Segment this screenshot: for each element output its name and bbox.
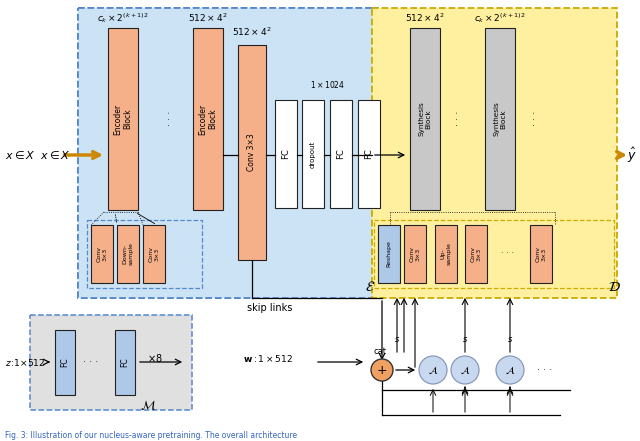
Text: · · ·: · · · [538,365,552,375]
Bar [530,225,552,283]
Circle shape [451,356,479,384]
Text: $\mathcal{A}$: $\mathcal{A}$ [460,364,470,376]
Text: Reshape: Reshape [387,240,392,267]
Bar [275,100,297,208]
Bar [410,28,440,210]
Bar [91,225,113,283]
Circle shape [371,359,393,381]
Text: $512\times 4^2$: $512\times 4^2$ [232,26,272,38]
Text: Conv
3×3: Conv 3×3 [536,246,547,262]
Text: +: + [377,363,387,377]
Text: Fig. 3: Illustration of our nucleus-aware pretraining. The overall architecture: Fig. 3: Illustration of our nucleus-awar… [5,430,297,440]
Bar [115,330,135,395]
Bar [485,28,515,210]
Text: · · ·: · · · [453,110,463,126]
Text: $\mathcal{M}$: $\mathcal{M}$ [140,398,156,412]
Text: $512\times 4^2$: $512\times 4^2$ [188,12,228,24]
Bar [55,330,75,395]
Bar [108,28,138,210]
Text: FC: FC [337,149,346,159]
Text: Conv
3×3: Conv 3×3 [470,246,481,262]
Text: FC: FC [120,358,129,367]
Text: $1\times 1024$: $1\times 1024$ [310,78,345,90]
Text: $\mathcal{E}$: $\mathcal{E}$ [365,280,375,294]
Text: dropout: dropout [310,140,316,168]
Text: Conv
3×3: Conv 3×3 [410,246,420,262]
Text: $\mathcal{D}$: $\mathcal{D}$ [607,280,620,294]
Text: Encoder
Block: Encoder Block [198,104,218,135]
Text: Up-
sample: Up- sample [440,243,451,265]
Text: skip links: skip links [247,303,292,313]
Text: Down-
sample: Down- sample [123,243,133,265]
Text: $s$: $s$ [394,336,400,344]
Bar [143,225,165,283]
Text: FC: FC [282,149,291,159]
Bar [30,315,192,410]
Text: Encoder
Block: Encoder Block [113,104,132,135]
Text: · · ·: · · · [530,110,540,126]
Circle shape [496,356,524,384]
Text: $x\in X$: $x\in X$ [5,149,36,161]
Text: $s$: $s$ [507,336,513,344]
Text: Conv
3×3: Conv 3×3 [97,246,108,262]
Bar [404,225,426,283]
Text: Synthesis
Block: Synthesis Block [419,101,431,136]
Text: Conv 3×3: Conv 3×3 [248,134,257,172]
Text: $512\times 4^2$: $512\times 4^2$ [405,12,445,24]
Bar [238,45,266,260]
Bar [330,100,352,208]
Bar [302,100,324,208]
Text: $\mathbf{w}:1\times 512$: $\mathbf{w}:1\times 512$ [243,352,293,363]
Text: $c_k\times 2^{(k+1)2}$: $c_k\times 2^{(k+1)2}$ [97,11,148,25]
Text: $c_k\times 2^{(k+1)2}$: $c_k\times 2^{(k+1)2}$ [474,11,525,25]
Bar [117,225,139,283]
Text: $\hat{y}$: $\hat{y}$ [627,146,637,164]
Text: $\mathcal{A}$: $\mathcal{A}$ [428,364,438,376]
Bar [374,220,614,288]
Text: Synthesis
Block: Synthesis Block [493,101,506,136]
Bar [465,225,487,283]
Text: $s$: $s$ [462,336,468,344]
Bar [372,8,617,298]
Bar [78,8,378,298]
Text: $x\in X$: $x\in X$ [40,149,70,161]
Text: $z\!:\!1\!\times\!512$: $z\!:\!1\!\times\!512$ [5,356,45,367]
Text: FC: FC [61,358,70,367]
Bar [87,220,202,288]
Text: Conv
3×3: Conv 3×3 [148,246,159,262]
Bar [435,225,457,283]
Circle shape [419,356,447,384]
Text: · · ·: · · · [83,357,99,367]
Bar [358,100,380,208]
Text: cat: cat [374,348,387,356]
Text: FC: FC [365,149,374,159]
Text: · · ·: · · · [165,110,175,126]
Text: · · ·: · · · [501,250,515,258]
Bar [78,8,378,298]
Text: $\mathcal{A}$: $\mathcal{A}$ [505,364,515,376]
Bar [193,28,223,210]
Text: $\times 8$: $\times 8$ [147,352,163,364]
Bar [378,225,400,283]
